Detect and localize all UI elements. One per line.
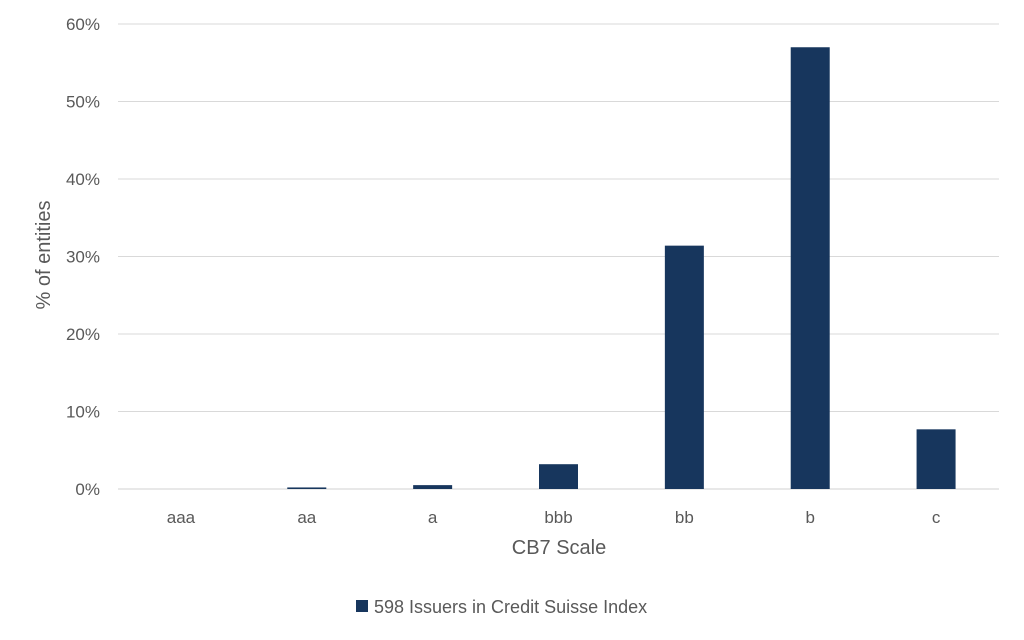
x-tick-label: bb <box>675 508 694 527</box>
x-tick-label: aa <box>297 508 316 527</box>
y-tick-label: 0% <box>75 480 100 499</box>
legend-label: 598 Issuers in Credit Suisse Index <box>374 597 647 617</box>
bar-aa <box>287 487 327 489</box>
y-axis-title: % of entities <box>33 201 55 310</box>
bar-c <box>916 429 956 489</box>
legend-swatch <box>356 600 368 612</box>
x-tick-label: b <box>805 508 814 527</box>
x-tick-label: a <box>428 508 438 527</box>
legend: 598 Issuers in Credit Suisse Index <box>356 597 647 617</box>
bar-bbb <box>539 464 578 489</box>
x-axis-title: CB7 Scale <box>512 537 607 559</box>
y-tick-label: 20% <box>66 325 100 344</box>
bar-b <box>790 47 830 489</box>
bar-a <box>413 485 453 489</box>
y-tick-label: 10% <box>66 403 100 422</box>
y-axis-ticks: 0% 10% 20% 30% 40% 50% 60% <box>66 15 100 499</box>
y-tick-label: 50% <box>66 93 100 112</box>
x-tick-label: bbb <box>544 508 572 527</box>
y-tick-label: 30% <box>66 248 100 267</box>
bars <box>287 47 956 489</box>
y-tick-label: 60% <box>66 15 100 34</box>
y-tick-label: 40% <box>66 170 100 189</box>
gridlines <box>118 23 999 490</box>
x-tick-label: c <box>932 508 941 527</box>
x-tick-label: aaa <box>167 508 196 527</box>
bar-bb <box>664 245 704 489</box>
x-axis-ticks: aaa aa a bbb bb b c <box>167 508 941 527</box>
